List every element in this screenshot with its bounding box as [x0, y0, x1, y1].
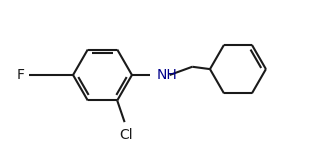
Text: F: F	[16, 68, 25, 82]
Text: NH: NH	[157, 68, 178, 82]
Text: Cl: Cl	[119, 128, 133, 142]
